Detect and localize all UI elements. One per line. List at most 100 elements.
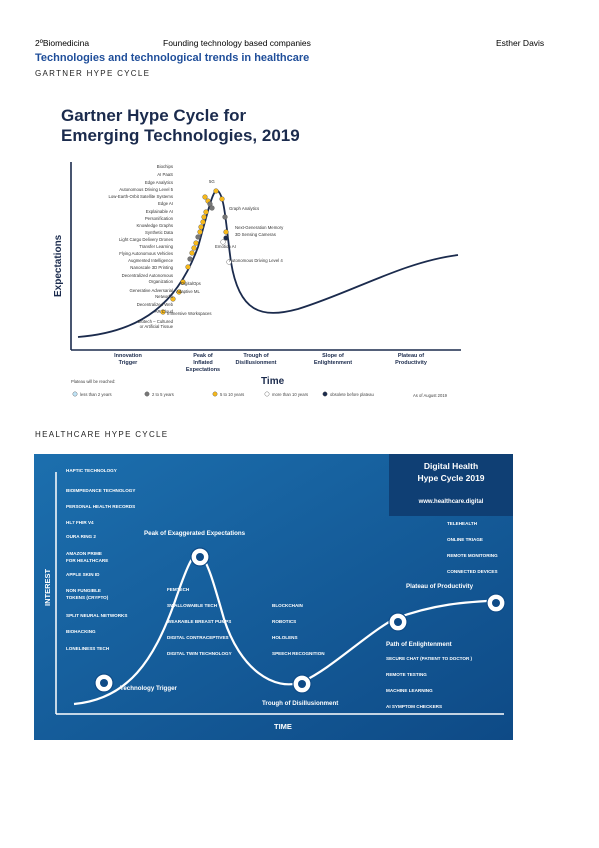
gartner-tech-label: Adaptive ML — [176, 289, 200, 294]
left-tech-item: BIOHACKING — [66, 629, 96, 634]
gartner-tech-dot — [202, 194, 208, 200]
gartner-tech-dot — [209, 205, 215, 211]
document-title: Technologies and technological trends in… — [35, 52, 310, 64]
gartner-tech-label: Decentralized Web — [137, 302, 174, 307]
gartner-legend-label: less than 2 years — [80, 392, 112, 397]
gartner-tech-label: Organization — [149, 279, 174, 284]
plateau-icon-glyph — [492, 599, 500, 607]
gartner-tech-label: Emotion AI — [215, 244, 236, 249]
section-heading-gartner: GARTNER HYPE CYCLE — [35, 69, 151, 78]
gartner-phase-label: Expectations — [186, 367, 220, 373]
gartner-tech-dot — [200, 219, 206, 225]
left-tech-item: LONELINESS TECH — [66, 646, 110, 651]
peak-icon-glyph — [196, 553, 204, 561]
gartner-tech-dot — [170, 296, 176, 302]
gartner-tech-dot — [219, 196, 225, 202]
health-box-title1: Digital Health — [424, 461, 478, 471]
path-label: Path of Enlightenment — [386, 641, 452, 648]
gartner-tech-dot — [191, 245, 197, 251]
gartner-tech-label: AR Cloud — [155, 309, 174, 314]
gartner-tech-label: Transfer Learning — [139, 244, 173, 249]
peak-tech-item: FEMTECH — [167, 587, 190, 592]
gartner-title-line1: Gartner Hype Cycle for — [61, 106, 247, 125]
gartner-tech-dot — [160, 309, 166, 315]
gartner-tech-dot — [187, 256, 193, 262]
plateau-tech-item: TELEHEALTH — [447, 521, 478, 526]
enlightenment-icon-glyph — [394, 618, 402, 626]
gartner-legend-title: Plateau will be reached: — [71, 379, 115, 384]
gartner-phase-label: Inflated — [193, 360, 213, 366]
gartner-tech-label: Edge Analytics — [145, 180, 173, 185]
gartner-legend-swatch — [72, 391, 78, 397]
plateau-tech-item: CONNECTED DEVICES — [447, 569, 498, 574]
gartner-tech-label: Nanoscale 3D Printing — [130, 265, 173, 270]
gartner-tech-dot — [197, 229, 203, 235]
health-url: www.healthcare.digital — [418, 499, 484, 505]
gartner-legend-label: more than 10 years — [272, 392, 308, 397]
gartner-tech-label: Augmented Intelligence — [128, 258, 174, 263]
gartner-tech-dot — [176, 289, 182, 295]
gartner-as-of: As of August 2019 — [413, 393, 448, 398]
gartner-phase-label: Innovation — [114, 353, 142, 359]
gartner-tech-dot — [198, 224, 204, 230]
gartner-tech-label: Biochips — [157, 164, 173, 169]
left-tech-item: TOKENS (CRYPTO) — [66, 595, 109, 600]
gartner-tech-label: Biotech – Cultured — [138, 319, 174, 324]
gartner-tech-label: Next-Generation Memory — [235, 225, 284, 230]
path-tech-item: MACHINE LEARNING — [386, 688, 433, 693]
gartner-phase-label: Slope of — [322, 353, 344, 359]
header-center: Founding technology based companies — [163, 38, 311, 48]
gartner-tech-label: Generative Adversarial — [130, 288, 174, 293]
gartner-tech-label: 5G — [209, 179, 215, 184]
gartner-tech-dot — [223, 235, 229, 241]
gartner-tech-label: Explainable AI — [146, 209, 173, 214]
gartner-legend-label: 2 to 5 years — [152, 392, 174, 397]
gartner-tech-label: Autonomous Driving Level 5 — [119, 187, 173, 192]
gartner-tech-dot — [185, 264, 191, 270]
left-tech-item: HL7 FHIR V4 — [66, 520, 94, 525]
peak-tech-item: DIGITAL TWIN TECHNOLOGY — [167, 651, 232, 656]
gartner-hype-cycle-figure: Gartner Hype Cycle for Emerging Technolo… — [33, 87, 477, 406]
gartner-legend-label: obsolete before plateau — [330, 392, 374, 397]
gartner-tech-dot — [180, 279, 186, 285]
gartner-phase-label: Disillusionment — [236, 360, 277, 366]
gartner-tech-label: Personification — [145, 216, 174, 221]
gartner-tech-label: Autonomous Driving Level 4 — [229, 258, 283, 263]
gartner-legend-swatch — [322, 391, 328, 397]
gartner-tech-dot — [222, 214, 228, 220]
header-left: 2ºBiomedicina — [35, 38, 90, 48]
gartner-tech-dot — [193, 240, 199, 246]
trough-tech-item: ROBOTICS — [272, 619, 296, 624]
left-tech-item: PERSONAL HEALTH RECORDS — [66, 504, 135, 509]
gartner-x-label: Time — [261, 376, 285, 387]
gartner-legend-swatch — [212, 391, 218, 397]
peak-tech-item: WEARABLE BREAST PUMPS — [167, 619, 231, 624]
gartner-tech-dot — [201, 214, 207, 220]
gartner-tech-dot — [203, 209, 209, 215]
gartner-tech-label: Knowledge Graphs — [136, 223, 173, 228]
path-tech-item: SECURE CHAT (PATIENT TO DOCTOR ) — [386, 656, 473, 661]
gartner-phase-label: Productivity — [395, 360, 428, 366]
peak-tech-item: DIGITAL CONTRACEPTIVES — [167, 635, 229, 640]
gartner-phase-label: Peak of — [193, 353, 213, 359]
gartner-legend-swatch — [264, 391, 270, 397]
gartner-tech-label: Low-Earth-Orbit Satellite Systems — [109, 194, 173, 199]
gartner-tech-label: DigitalOps — [181, 281, 201, 286]
trough-tech-item: BLOCKCHAIN — [272, 603, 304, 608]
gartner-phase-label: Plateau of — [398, 353, 424, 359]
gartner-tech-label: Graph Analytics — [229, 206, 259, 211]
trough-tech-item: SPEECH RECOGNITION — [272, 651, 325, 656]
healthcare-hype-cycle-figure: Digital Health Hype Cycle 2019 www.healt… — [34, 454, 513, 740]
gartner-tech-dot — [195, 234, 201, 240]
left-tech-item: SPLIT NEURAL NETWORKS — [66, 613, 127, 618]
gartner-tech-label: Synthetic Data — [145, 230, 174, 235]
gartner-title-line2: Emerging Technologies, 2019 — [61, 126, 300, 145]
path-tech-item: REMOTE TESTING — [386, 672, 427, 677]
gartner-tech-dot — [223, 229, 229, 235]
left-tech-item: FOR HEALTHCARE — [66, 558, 108, 563]
gartner-tech-label: Light Cargo Delivery Drones — [119, 237, 173, 242]
gartner-tech-label: Edge AI — [158, 201, 173, 206]
technology-trigger-icon-glyph — [100, 679, 108, 687]
left-tech-item: BIOIMPEDANCE TECHNOLOGY — [66, 488, 135, 493]
gartner-tech-label: or Artificial Tissue — [140, 324, 174, 329]
